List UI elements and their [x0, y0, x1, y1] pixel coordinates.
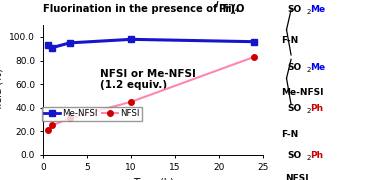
Text: NFSI or Me-NFSI
(1.2 equiv.): NFSI or Me-NFSI (1.2 equiv.): [101, 69, 196, 90]
Text: SO: SO: [287, 5, 302, 14]
Text: Ph: Ph: [310, 104, 324, 113]
Text: 2: 2: [306, 9, 311, 15]
Text: i: i: [216, 1, 218, 7]
Text: SO: SO: [287, 151, 302, 160]
Text: SO: SO: [287, 104, 302, 113]
Text: F-N: F-N: [281, 36, 298, 45]
X-axis label: Time (h): Time (h): [133, 178, 174, 180]
Text: NFSI: NFSI: [285, 174, 308, 180]
Text: Me-NFSI: Me-NFSI: [282, 88, 324, 97]
Text: F-N: F-N: [281, 130, 298, 139]
Text: Pr)₄: Pr)₄: [218, 4, 240, 15]
Text: 2: 2: [306, 108, 311, 114]
Text: Me: Me: [310, 63, 325, 72]
Y-axis label: Yield (%): Yield (%): [0, 69, 4, 111]
Text: Ph: Ph: [310, 151, 324, 160]
Text: 2: 2: [306, 67, 311, 73]
Text: SO: SO: [287, 63, 302, 72]
Text: 2: 2: [306, 155, 311, 161]
Legend: Me-NFSI, NFSI: Me-NFSI, NFSI: [42, 107, 142, 121]
Text: Me: Me: [310, 5, 325, 14]
Text: Fluorination in the presence of Ti(O: Fluorination in the presence of Ti(O: [43, 4, 245, 15]
